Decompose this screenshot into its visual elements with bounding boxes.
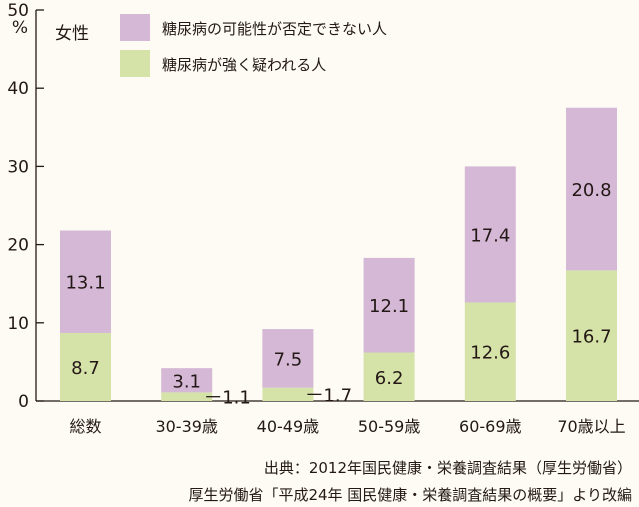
y-tick-label-30: 30 [7,157,29,177]
y-tick-label-20: 20 [7,236,29,256]
axes [35,10,639,402]
data-label-possible-2: 7.5 [274,349,303,370]
data-label-possible-0: 13.1 [65,273,105,294]
legend: 女性 糖尿病の可能性が否定できない人 糖尿病が強く疑われる人 [55,14,387,77]
data-label-possible-5: 20.8 [571,180,611,201]
data-label-strong-5: 16.7 [571,327,611,348]
bar-strong-4 [464,302,516,401]
data-label-possible-4: 17.4 [470,225,510,246]
x-tick-label-4: 60-69歳 [459,417,522,436]
y-tick-label-50: 50 [7,1,29,21]
bar-possible-3 [363,257,415,353]
x-tick-label-3: 50-59歳 [358,417,421,436]
bar-strong-3 [363,352,415,401]
x-tick-labels: 総数 30-39歳 40-49歳 50-59歳 60-69歳 70歳以上 [69,417,625,436]
data-label-strong-1: 1.1 [222,388,251,409]
y-tick-label-40: 40 [7,79,29,99]
y-ticks: 0 10 20 30 40 50 [7,1,44,412]
data-label-strong-4: 12.6 [470,343,510,364]
source-line-1: 出典：2012年国民健康・栄養調査結果（厚生労働省） [264,459,632,477]
data-label-strong-2: 1.7 [323,385,352,406]
bar-strong-5 [566,270,617,401]
bar-strong-2 [262,387,314,401]
group-label: 女性 [55,24,89,44]
data-label-possible-3: 12.1 [369,296,409,317]
bar-strong-0 [60,332,111,401]
x-tick-label-2: 40-49歳 [257,417,320,436]
bars: 8.7 13.1 1.1 3.1 1.7 7.5 6.2 12.1 12.6 17.4 16.7 20… [60,107,617,409]
legend-swatch-possible [120,14,150,41]
data-label-possible-1: 3.1 [172,371,201,392]
y-tick-label-10: 10 [7,314,29,334]
y-tick-label-0: 0 [18,392,29,412]
bar-possible-1 [161,368,213,393]
bar-strong-1 [161,392,213,401]
legend-swatch-strong [120,50,150,77]
y-unit-label: % [12,18,28,38]
data-label-strong-3: 6.2 [375,368,404,389]
source-line-2: 厚生労働省「平成24年 国民健康・栄養調査結果の概要」より改編 [188,486,632,504]
x-tick-label-1: 30-39歳 [155,417,218,436]
data-label-strong-0: 8.7 [71,358,100,379]
x-tick-label-5: 70歳以上 [557,417,625,436]
bar-possible-0 [60,230,111,333]
bar-possible-5 [566,107,617,271]
bar-possible-4 [464,166,516,303]
x-tick-label-0: 総数 [69,417,101,436]
legend-label-possible: 糖尿病の可能性が否定できない人 [162,20,387,38]
bar-possible-2 [262,329,314,388]
legend-label-strong: 糖尿病が強く疑われる人 [162,56,326,74]
